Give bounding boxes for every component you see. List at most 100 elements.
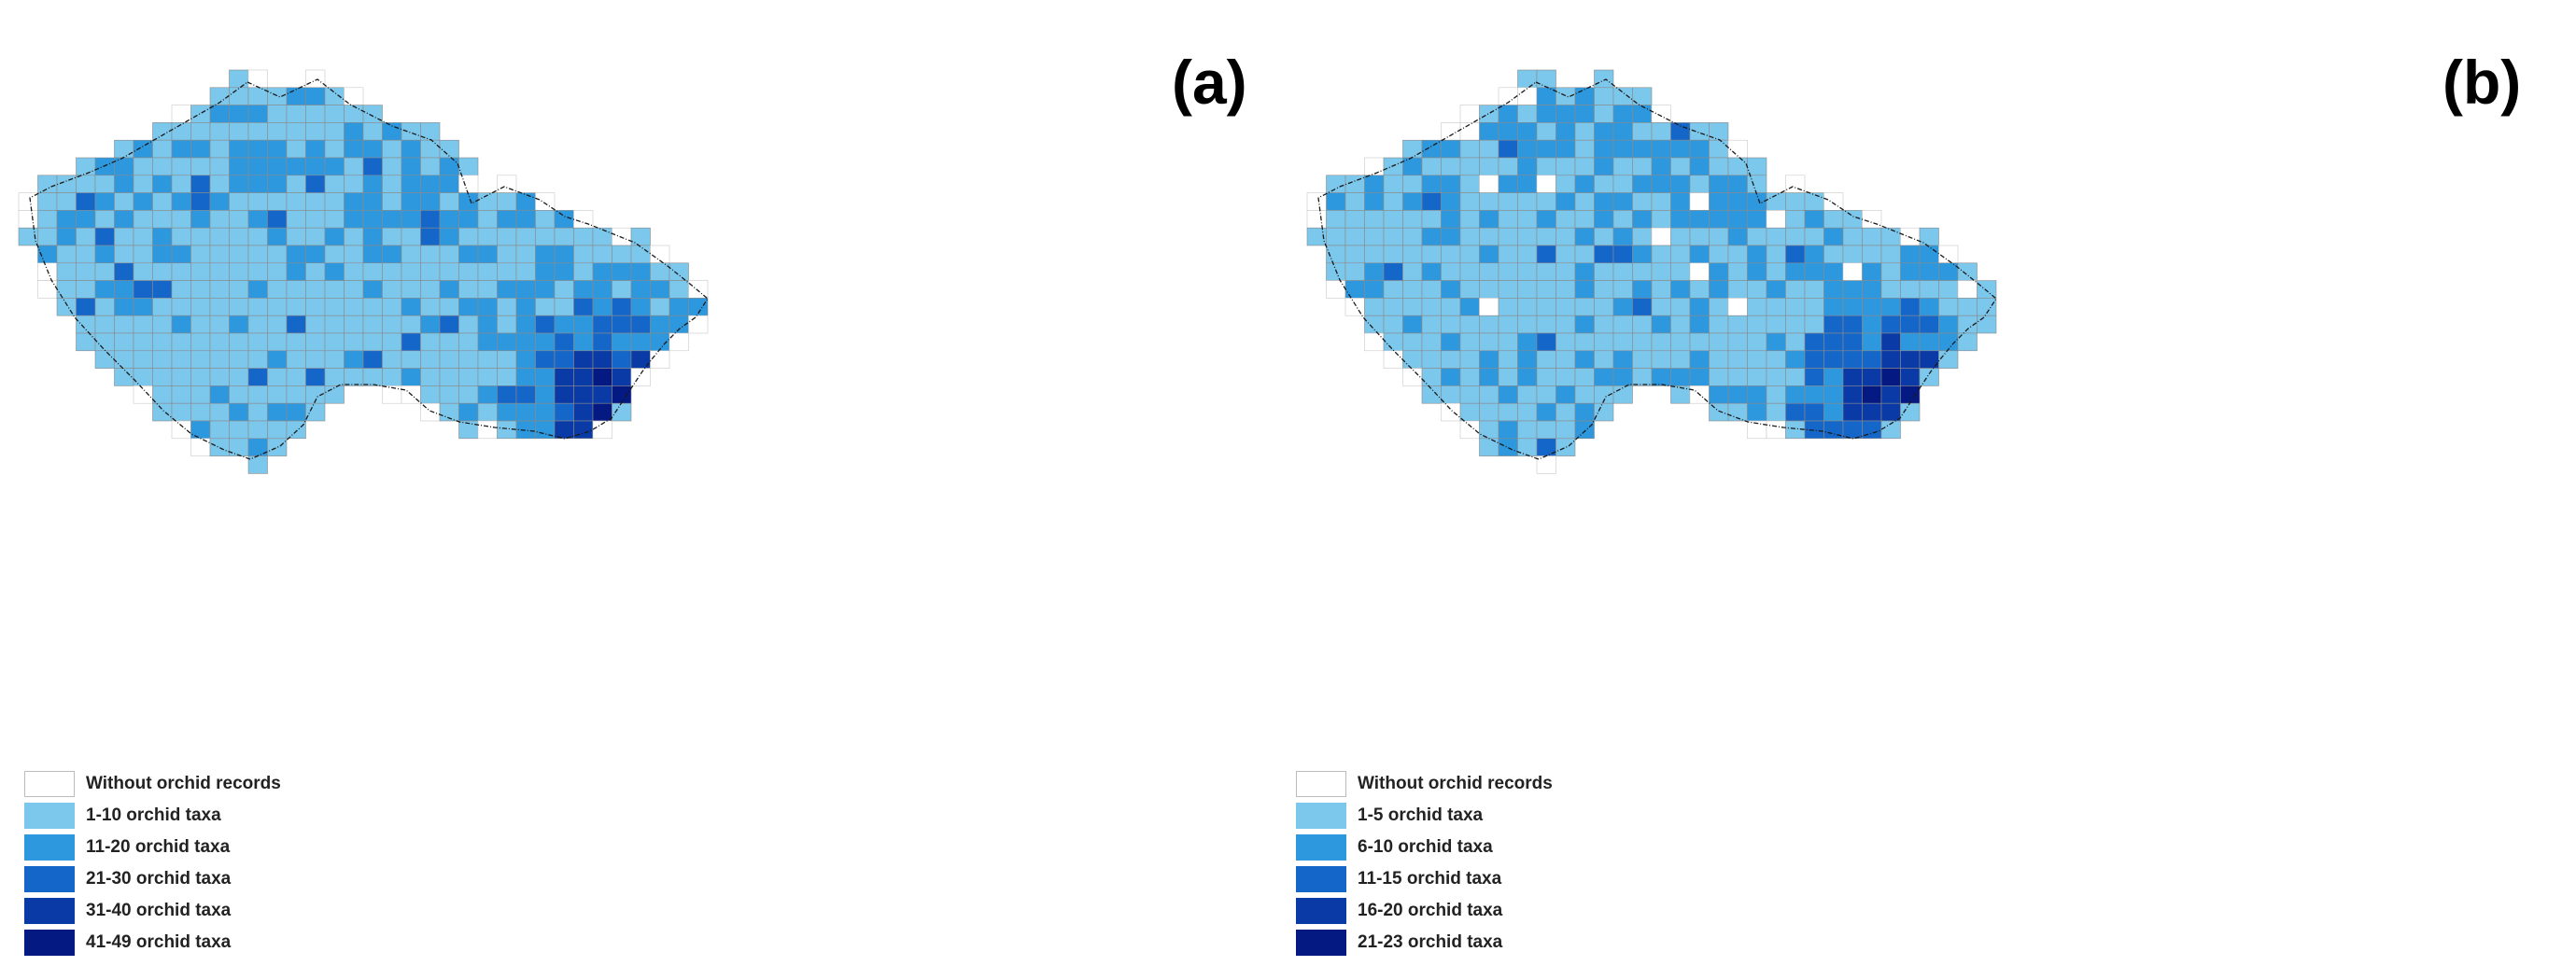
grid-cell [1517,262,1538,281]
grid-cell [152,368,173,386]
legend-swatch [24,898,75,924]
grid-cell [1862,402,1882,422]
grid-cell [1709,175,1729,193]
grid-cell [1651,210,1671,229]
grid-cell [420,350,441,369]
grid-cell [18,210,38,229]
grid-cell [1785,298,1806,316]
legend-row: 11-20 orchid taxa [24,832,281,863]
grid-cell [382,280,402,299]
grid-cell [209,105,230,123]
grid-cell [1862,227,1882,246]
grid-cell [1402,175,1423,193]
grid-cell [209,420,230,440]
grid-cell [229,157,249,176]
grid-cell [1689,280,1710,299]
grid-cell [1709,368,1729,386]
legend-row: 21-23 orchid taxa [1296,927,1553,959]
grid-cell [1900,245,1921,264]
grid-cell [1785,175,1806,193]
legend-swatch-empty [24,771,75,797]
grid-cell [592,227,612,246]
grid-cell [324,280,345,299]
grid-cell [190,332,211,352]
grid-cell [497,402,517,422]
grid-cell [1344,245,1365,264]
grid-cell [592,280,612,299]
grid-cell [1364,210,1385,229]
grid-cell [1900,315,1921,334]
grid-cell [114,315,134,334]
grid-cell [420,175,441,193]
grid-cell [439,385,459,404]
grid-cell [1862,368,1882,386]
grid-cell [1479,227,1499,246]
grid-cell [229,368,249,386]
grid-cell [1517,192,1538,211]
grid-cell [401,262,421,281]
grid-cell [477,368,498,386]
grid-cell [630,227,651,246]
grid-cell [1727,315,1748,334]
grid-cell [1441,350,1461,369]
grid-cell [1574,139,1595,159]
grid-cell [1574,350,1595,369]
grid-cell [209,175,230,193]
grid-cell [515,280,536,299]
grid-cell [152,175,173,193]
country-border [29,78,709,460]
grid-cell [458,157,479,176]
grid-cell [1536,385,1556,404]
grid-cell [171,122,191,141]
grid-cell [1441,210,1461,229]
grid-cell [1574,315,1595,334]
grid-cell [152,139,173,159]
grid-cell [1536,368,1556,386]
grid-cell [305,157,326,176]
grid-cell [535,315,556,334]
grid-cell [76,298,96,316]
grid-cell [458,175,479,193]
grid-cell [382,175,402,193]
grid-cell [1709,262,1729,281]
grid-cell [401,245,421,264]
grid-cell [1536,262,1556,281]
grid-cell [56,227,77,246]
grid-cell [305,105,326,123]
grid-cell [458,332,479,352]
grid-cell [573,280,594,299]
grid-cell [267,122,288,141]
grid-cell [1842,227,1863,246]
grid-cell [1612,298,1633,316]
grid-cell [458,385,479,404]
grid-cell [1402,332,1423,352]
grid-cell [305,192,326,211]
grid-cell [286,262,306,281]
grid-cell [1498,332,1518,352]
grid-cell [1594,280,1614,299]
grid-cell [190,420,211,440]
grid-cell [1574,87,1595,105]
grid-cell [497,262,517,281]
grid-cell [133,210,153,229]
grid-cell [458,350,479,369]
legend-swatch [24,866,75,892]
grid-cell [1862,315,1882,334]
grid-cell [247,455,268,474]
grid-cell [286,122,306,141]
grid-cell [1574,227,1595,246]
grid-cell [612,298,632,316]
grid-cell [1517,139,1538,159]
grid-cell [305,245,326,264]
grid-cell [305,298,326,316]
grid-cell [1441,157,1461,176]
grid-cell [209,157,230,176]
grid-cell [94,227,115,246]
grid-cell [1823,402,1844,422]
grid-cell [1594,315,1614,334]
grid-cell [1727,192,1748,211]
grid-cell [152,262,173,281]
grid-cell [401,315,421,334]
grid-cell [247,385,268,404]
grid-cell [362,157,383,176]
